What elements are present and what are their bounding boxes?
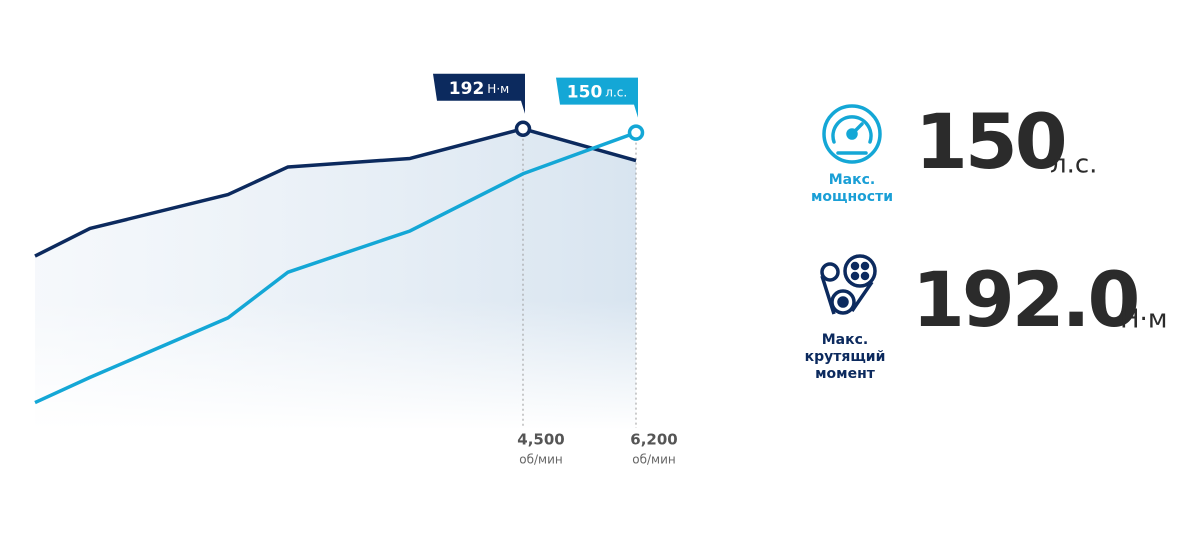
callout-value: 192 [449,79,485,99]
stat-label: крутящий [805,349,886,365]
stat-label: Макс. [822,332,869,348]
stat-unit: Н·м [1120,305,1167,335]
peak-marker [627,124,645,141]
callout-label: 192 Н·м [449,79,509,99]
callout-unit: Н·м [487,81,509,95]
callout-value: 150 [567,83,603,103]
callout [433,73,525,114]
stat-unit: л.с. [1050,150,1097,180]
stat-label: мощности [811,189,893,205]
stat-value: 192.0 [912,255,1138,344]
x-tick-label: 4,500 [517,431,564,449]
power-icon [822,104,882,164]
torque-icon [820,254,877,315]
stat-label: момент [815,366,876,382]
x-unit-label: об/мин [519,453,562,467]
area-fade [35,300,636,430]
peak-marker [514,120,532,138]
x-unit-label: об/мин [632,453,675,467]
stat-label: Макс. [829,172,876,188]
stat-value: 150 [915,97,1065,186]
callout-unit: л.с. [605,85,627,99]
x-tick-label: 6,200 [630,431,677,449]
callout [556,77,638,118]
series-line [34,130,637,405]
callout-label: 150 л.с. [567,83,627,103]
